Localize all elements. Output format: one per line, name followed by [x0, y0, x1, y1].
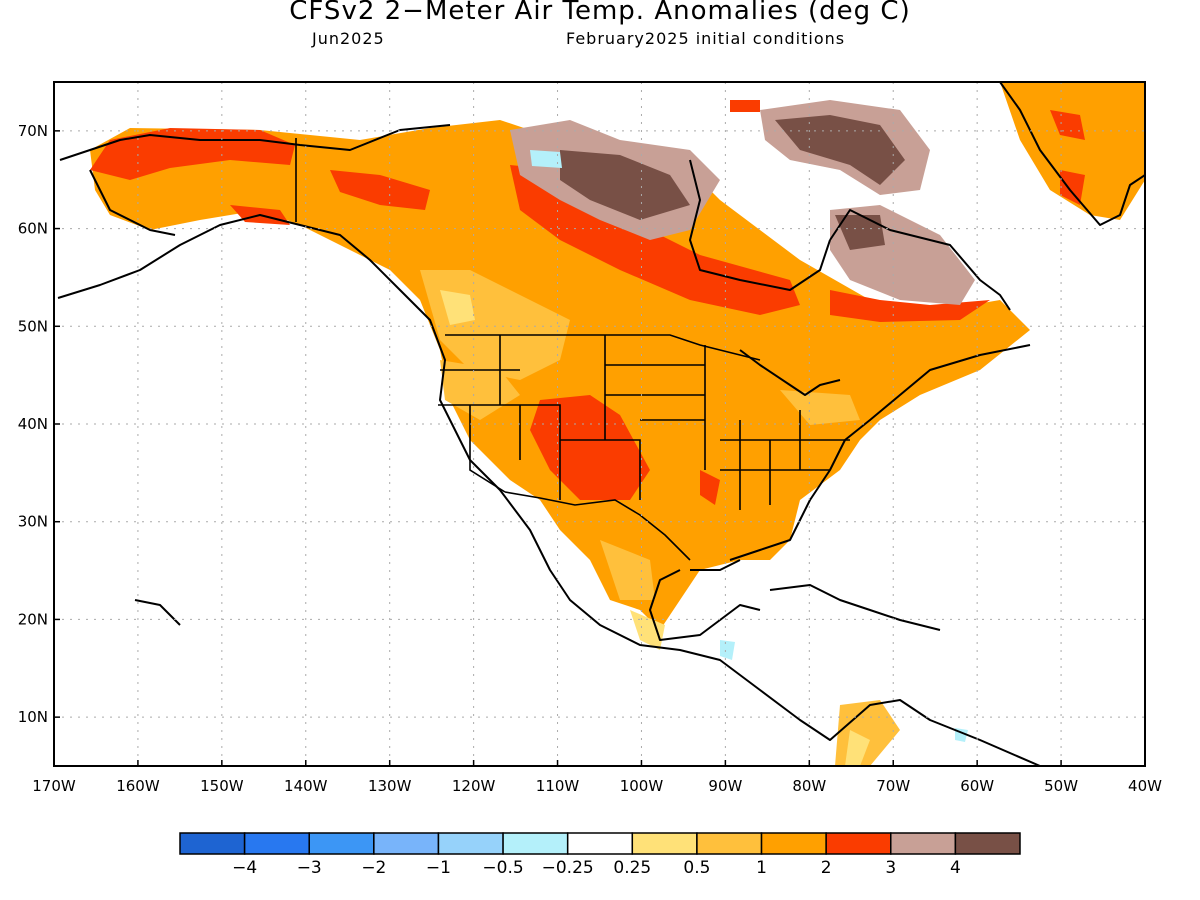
political-borders	[295, 138, 850, 561]
colorbar-swatch	[308, 832, 375, 855]
valid-month-label: Jun2025	[312, 29, 385, 48]
lat-tick-label: 50N	[18, 317, 48, 335]
lon-tick-label: 40W	[1128, 777, 1162, 795]
lat-tick-label: 40N	[18, 415, 48, 433]
lat-tick-label: 10N	[18, 708, 48, 726]
lon-tick-label: 170W	[32, 777, 76, 795]
colorbar-label: 4	[950, 858, 961, 878]
lon-tick-label: 130W	[368, 777, 412, 795]
lat-tick-label: 20N	[18, 610, 48, 628]
map-title: CFSv2 2−Meter Air Temp. Anomalies (deg C…	[289, 0, 911, 26]
anomaly-field	[57, 82, 1145, 766]
colorbar-label: 2	[821, 858, 832, 878]
lon-tick-label: 90W	[708, 777, 742, 795]
colorbar-swatch	[373, 832, 440, 855]
colorbar-label: 3	[885, 858, 896, 878]
colorbar-swatch	[696, 832, 763, 855]
colorbar-label: 1	[756, 858, 767, 878]
colorbar-label: −1	[426, 858, 451, 878]
lon-tick-label: 80W	[792, 777, 826, 795]
lon-tick-label: 60W	[960, 777, 994, 795]
colorbar-swatch	[566, 832, 634, 855]
lat-tick-label: 30N	[18, 513, 48, 531]
initial-conditions-label: February2025 initial conditions	[566, 29, 846, 48]
longitude-labels: 170W 160W 150W 140W 130W 120W 110W 100W 90W 80W 70…	[32, 760, 1162, 795]
colorbar-label: −4	[232, 858, 257, 878]
colorbar-label: −0.25	[542, 858, 594, 878]
lon-tick-label: 70W	[876, 777, 910, 795]
colorbar-swatch	[954, 832, 1021, 855]
latitude-labels: 70N 60N 50N 40N 30N 20N 10N	[18, 122, 60, 726]
colorbar-swatch	[760, 832, 827, 855]
colorbar-label: −3	[297, 858, 322, 878]
lon-tick-label: 120W	[452, 777, 496, 795]
colorbar-label: −0.5	[482, 858, 523, 878]
colorbar-swatch	[825, 832, 892, 855]
anomaly-1-2-region	[90, 120, 1030, 630]
colorbar-label: 0.25	[613, 858, 651, 878]
lon-tick-label: 100W	[620, 777, 664, 795]
colorbar-label: −2	[361, 858, 386, 878]
lon-tick-label: 150W	[200, 777, 244, 795]
colorbar-swatch	[437, 832, 504, 855]
lat-tick-label: 70N	[18, 122, 48, 140]
lat-tick-label: 60N	[18, 220, 48, 238]
colorbar-swatch	[243, 832, 310, 855]
colorbar-swatch	[502, 832, 569, 855]
anomaly-above-4-region	[560, 150, 690, 220]
colorbar-swatch	[890, 832, 957, 855]
lon-tick-label: 160W	[116, 777, 160, 795]
colorbar: −4 −3 −2 −1 −0.5 −0.25 0.25 0.5 1 2 3 4	[179, 832, 1021, 878]
coastlines	[57, 82, 1145, 766]
lon-tick-label: 110W	[536, 777, 580, 795]
lon-tick-label: 50W	[1044, 777, 1078, 795]
colorbar-swatch	[631, 832, 698, 855]
colorbar-swatch	[179, 832, 246, 855]
lon-tick-label: 140W	[284, 777, 328, 795]
colorbar-label: 0.5	[683, 858, 710, 878]
graticule	[54, 82, 1145, 766]
